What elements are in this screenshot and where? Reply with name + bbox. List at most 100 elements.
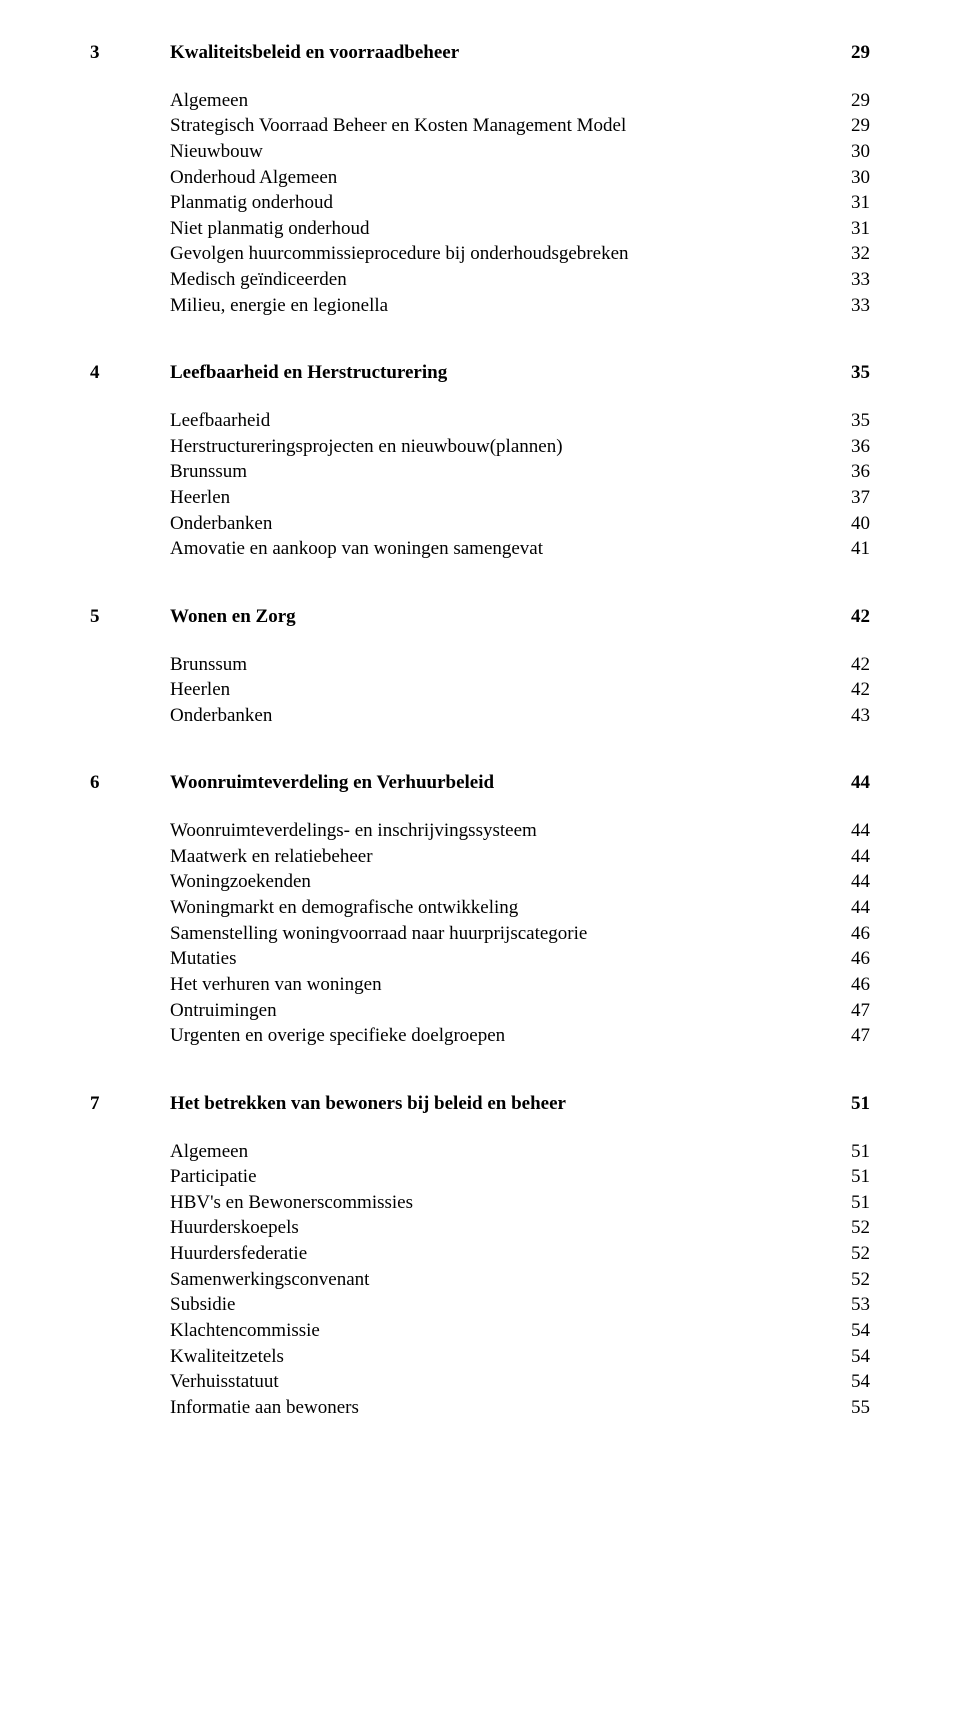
toc-entry-page: 55	[841, 1395, 870, 1421]
toc-entry: Verhuisstatuut54	[90, 1369, 870, 1395]
toc-entry-page: 44	[841, 818, 870, 844]
toc-entry-title: Niet planmatig onderhoud	[170, 216, 841, 242]
toc-entry: Participatie51	[90, 1164, 870, 1190]
toc-entry-page: 37	[841, 485, 870, 511]
toc-entry: Maatwerk en relatiebeheer44	[90, 844, 870, 870]
toc-entry-title: Huurderskoepels	[170, 1215, 841, 1241]
toc-entry-title: Het verhuren van woningen	[170, 972, 841, 998]
toc-entry-page: 36	[841, 434, 870, 460]
toc-entry-title: Milieu, energie en legionella	[170, 293, 841, 319]
toc-entry-title: Subsidie	[170, 1292, 841, 1318]
toc-entry: Het verhuren van woningen46	[90, 972, 870, 998]
toc-entry-title: Informatie aan bewoners	[170, 1395, 841, 1421]
toc-entry: Algemeen29	[90, 88, 870, 114]
toc-entry-page: 35	[841, 408, 870, 434]
toc-entry: Heerlen37	[90, 485, 870, 511]
toc-entry-page: 54	[841, 1318, 870, 1344]
toc-entry: Onderhoud Algemeen30	[90, 165, 870, 191]
toc-entry-title: Ontruimingen	[170, 998, 841, 1024]
toc-entry-page: 46	[841, 921, 870, 947]
toc-section-title: Woonruimteverdeling en Verhuurbeleid	[170, 770, 841, 796]
toc-section-title: Wonen en Zorg	[170, 604, 841, 630]
toc-entry-title: Herstructureringsprojecten en nieuwbouw(…	[170, 434, 841, 460]
toc-entry-page: 31	[841, 216, 870, 242]
toc-entry: Woningmarkt en demografische ontwikkelin…	[90, 895, 870, 921]
toc-entry: Subsidie53	[90, 1292, 870, 1318]
toc-entry: Ontruimingen47	[90, 998, 870, 1024]
toc-entry-page: 54	[841, 1344, 870, 1370]
toc-entry: Informatie aan bewoners55	[90, 1395, 870, 1421]
toc-section-heading: 6Woonruimteverdeling en Verhuurbeleid44	[90, 770, 870, 796]
toc-entry-title: Participatie	[170, 1164, 841, 1190]
toc-entry-title: Leefbaarheid	[170, 408, 841, 434]
toc-entry-title: Heerlen	[170, 485, 841, 511]
toc-entry: Brunssum42	[90, 652, 870, 678]
toc-entry-page: 51	[841, 1164, 870, 1190]
toc-section: 4Leefbaarheid en Herstructurering35Leefb…	[90, 360, 870, 561]
toc-entry: Algemeen51	[90, 1139, 870, 1165]
toc-entry-page: 52	[841, 1267, 870, 1293]
toc-entry: Herstructureringsprojecten en nieuwbouw(…	[90, 434, 870, 460]
toc-section-page: 42	[841, 604, 870, 630]
toc-section-number: 7	[90, 1091, 170, 1117]
toc-entry-page: 51	[841, 1190, 870, 1216]
toc-entry: Heerlen42	[90, 677, 870, 703]
toc-entry-title: Onderhoud Algemeen	[170, 165, 841, 191]
toc-section-number: 3	[90, 40, 170, 66]
toc-entry-title: Woningzoekenden	[170, 869, 841, 895]
toc-entry-title: Algemeen	[170, 1139, 841, 1165]
toc-entry-page: 29	[841, 88, 870, 114]
toc-entry: Samenwerkingsconvenant52	[90, 1267, 870, 1293]
toc-entry-page: 53	[841, 1292, 870, 1318]
toc-entry: Onderbanken43	[90, 703, 870, 729]
toc-section-number: 5	[90, 604, 170, 630]
toc-entry-title: Woningmarkt en demografische ontwikkelin…	[170, 895, 841, 921]
toc-section-heading: 7Het betrekken van bewoners bij beleid e…	[90, 1091, 870, 1117]
toc-entry-title: Brunssum	[170, 652, 841, 678]
table-of-contents: 3Kwaliteitsbeleid en voorraadbeheer29Alg…	[90, 40, 870, 1421]
toc-entry: Onderbanken40	[90, 511, 870, 537]
toc-entry: Gevolgen huurcommissieprocedure bij onde…	[90, 241, 870, 267]
toc-entry-title: Urgenten en overige specifieke doelgroep…	[170, 1023, 841, 1049]
toc-entry-page: 33	[841, 293, 870, 319]
toc-entry: Woningzoekenden44	[90, 869, 870, 895]
toc-entry-title: Samenwerkingsconvenant	[170, 1267, 841, 1293]
toc-entry-page: 52	[841, 1215, 870, 1241]
toc-entry-page: 47	[841, 1023, 870, 1049]
toc-entry-title: Kwaliteitzetels	[170, 1344, 841, 1370]
toc-entry-title: Strategisch Voorraad Beheer en Kosten Ma…	[170, 113, 841, 139]
toc-entry-page: 42	[841, 677, 870, 703]
toc-section-page: 29	[841, 40, 870, 66]
toc-entry: Kwaliteitzetels54	[90, 1344, 870, 1370]
toc-entry: Klachtencommissie54	[90, 1318, 870, 1344]
toc-entry-title: Nieuwbouw	[170, 139, 841, 165]
toc-entry-page: 32	[841, 241, 870, 267]
toc-entry-title: Maatwerk en relatiebeheer	[170, 844, 841, 870]
toc-entry-page: 47	[841, 998, 870, 1024]
toc-entry-page: 33	[841, 267, 870, 293]
toc-entry: Samenstelling woningvoorraad naar huurpr…	[90, 921, 870, 947]
toc-entry-title: Algemeen	[170, 88, 841, 114]
toc-entry-page: 44	[841, 869, 870, 895]
toc-entry-title: Verhuisstatuut	[170, 1369, 841, 1395]
toc-entry-title: HBV's en Bewonerscommissies	[170, 1190, 841, 1216]
toc-entry-title: Onderbanken	[170, 511, 841, 537]
toc-entry-title: Amovatie en aankoop van woningen samenge…	[170, 536, 841, 562]
toc-entry-page: 29	[841, 113, 870, 139]
toc-entry: HBV's en Bewonerscommissies51	[90, 1190, 870, 1216]
toc-entry: Mutaties46	[90, 946, 870, 972]
toc-entry: Planmatig onderhoud31	[90, 190, 870, 216]
toc-section-number: 4	[90, 360, 170, 386]
toc-entry: Amovatie en aankoop van woningen samenge…	[90, 536, 870, 562]
toc-entry-title: Samenstelling woningvoorraad naar huurpr…	[170, 921, 841, 947]
toc-section-title: Het betrekken van bewoners bij beleid en…	[170, 1091, 841, 1117]
toc-entry-page: 44	[841, 844, 870, 870]
toc-entry-page: 30	[841, 139, 870, 165]
toc-section: 6Woonruimteverdeling en Verhuurbeleid44W…	[90, 770, 870, 1048]
toc-entry-title: Woonruimteverdelings- en inschrijvingssy…	[170, 818, 841, 844]
toc-section: 7Het betrekken van bewoners bij beleid e…	[90, 1091, 870, 1421]
toc-entry-page: 44	[841, 895, 870, 921]
toc-entry: Leefbaarheid35	[90, 408, 870, 434]
toc-entry-title: Mutaties	[170, 946, 841, 972]
toc-entry: Medisch geïndiceerden33	[90, 267, 870, 293]
